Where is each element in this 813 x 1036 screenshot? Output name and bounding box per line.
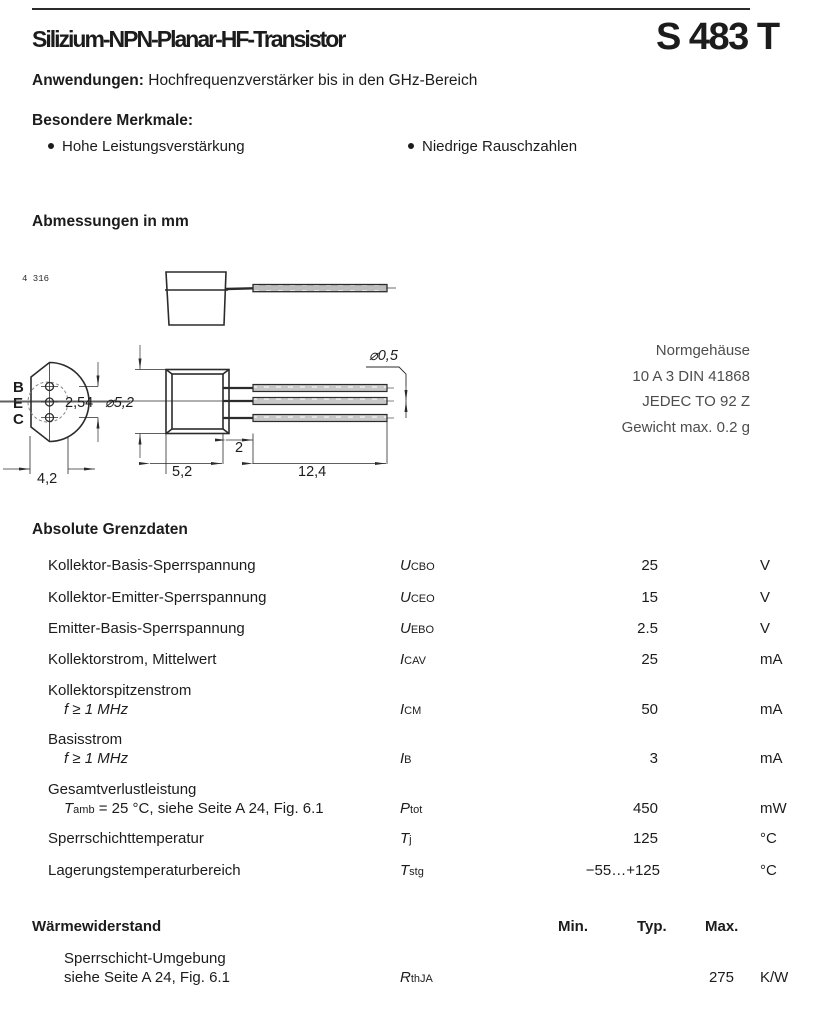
svg-text:2: 2 bbox=[235, 440, 243, 456]
svg-text:2,54: 2,54 bbox=[65, 395, 93, 411]
svg-text:B: B bbox=[13, 379, 24, 396]
svg-text:C: C bbox=[13, 411, 24, 428]
svg-text:E: E bbox=[13, 395, 23, 412]
svg-text:⌀0,5: ⌀0,5 bbox=[369, 348, 399, 364]
svg-text:⌀5,2: ⌀5,2 bbox=[105, 395, 134, 411]
svg-text:4 316: 4 316 bbox=[22, 274, 49, 284]
svg-text:12,4: 12,4 bbox=[298, 464, 326, 480]
svg-text:4,2: 4,2 bbox=[37, 471, 57, 487]
svg-text:5,2: 5,2 bbox=[172, 464, 192, 480]
